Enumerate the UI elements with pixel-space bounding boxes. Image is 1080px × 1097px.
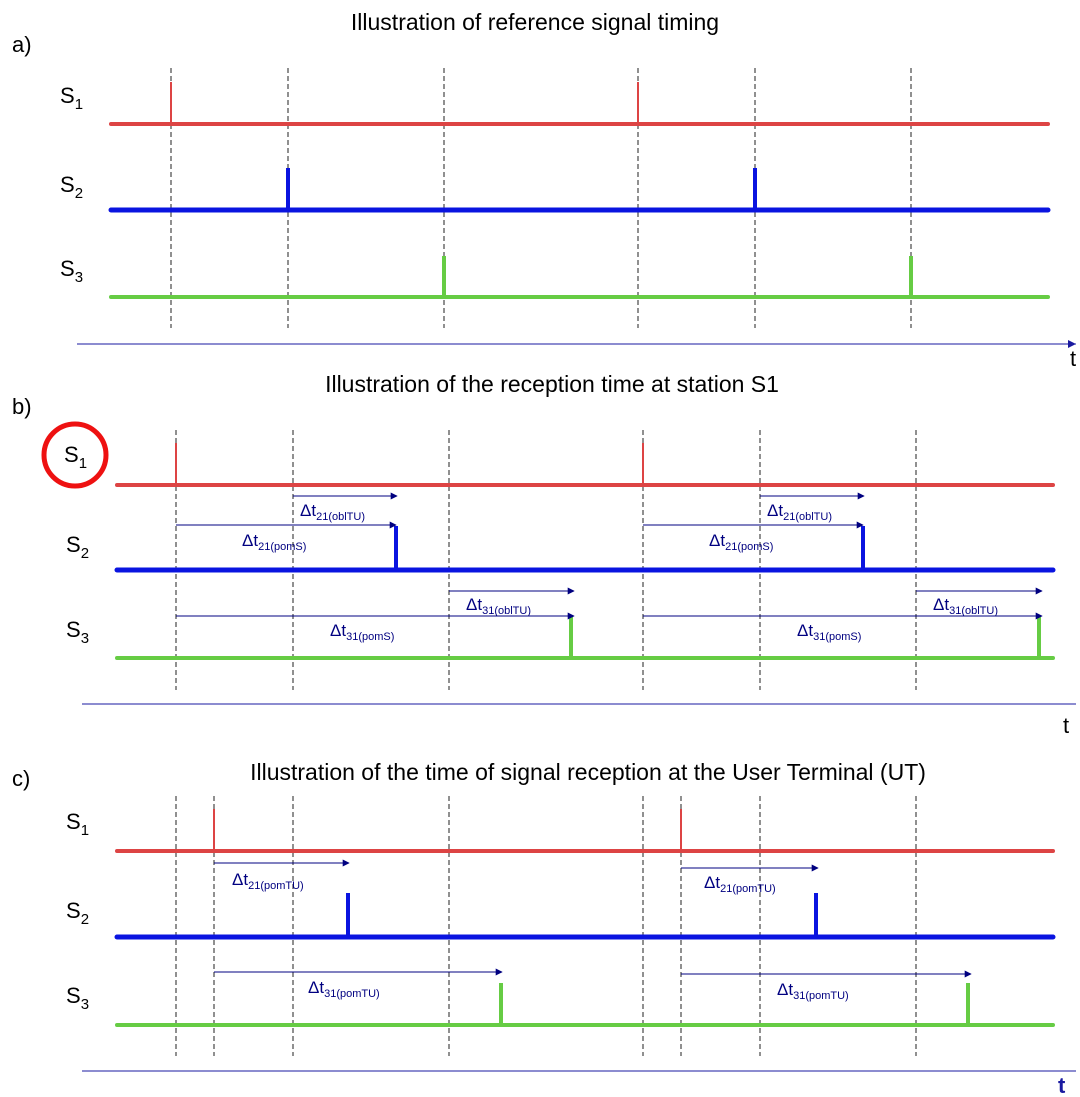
delay-label: Δt21(oblTU) xyxy=(300,501,365,523)
label-sub: 1 xyxy=(81,822,89,839)
label-sub: 1 xyxy=(75,96,83,113)
panel-a-letter: a) xyxy=(12,32,32,57)
panel-a: Illustration of reference signal timing … xyxy=(12,9,1076,371)
panel-c: Illustration of the time of signal recep… xyxy=(12,759,1076,1097)
delay-label-base: Δt xyxy=(933,595,949,614)
delay-label: Δt21(oblTU) xyxy=(767,501,832,523)
delay-label: Δt31(pomS) xyxy=(797,621,861,643)
panel-c-letter: c) xyxy=(12,766,30,791)
label-base: S xyxy=(66,532,81,557)
time-axis-label: t xyxy=(1070,346,1076,371)
panel-a-dashed-markers xyxy=(170,68,912,328)
delay-label-base: Δt xyxy=(704,873,720,892)
panel-c-s2-label: S2 xyxy=(66,898,89,928)
label-base: S xyxy=(66,809,81,834)
label-base: S xyxy=(66,983,81,1008)
delay-label: Δt31(pomTU) xyxy=(777,980,849,1002)
panel-b: Illustration of the reception time at st… xyxy=(12,371,1076,738)
delay-label-base: Δt xyxy=(330,621,346,640)
delay-label-sub: 31(pomS) xyxy=(346,631,394,643)
panel-c-title: Illustration of the time of signal recep… xyxy=(250,759,926,785)
label-base: S xyxy=(66,898,81,923)
panel-b-delay-arrows xyxy=(176,492,1043,620)
delay-label: Δt21(pomS) xyxy=(709,531,773,553)
panel-a-s2-label: S2 xyxy=(60,172,83,202)
label-sub: 3 xyxy=(81,996,89,1013)
panel-b-dashed-markers xyxy=(175,430,917,690)
delay-label-sub: 21(pomS) xyxy=(725,541,773,553)
delay-label: Δt21(pomTU) xyxy=(704,873,776,895)
delay-label-sub: 31(oblTU) xyxy=(949,605,998,617)
delay-label-base: Δt xyxy=(767,501,783,520)
highlight-circle xyxy=(41,421,109,489)
delay-label-base: Δt xyxy=(777,980,793,999)
delay-label: Δt31(oblTU) xyxy=(466,595,531,617)
delay-label-base: Δt xyxy=(466,595,482,614)
delay-label-base: Δt xyxy=(242,531,258,550)
delay-label-base: Δt xyxy=(300,501,316,520)
label-base: S xyxy=(60,83,75,108)
label-base: S xyxy=(60,172,75,197)
panel-b-s2-label: S2 xyxy=(66,532,89,562)
delay-label-sub: 21(pomTU) xyxy=(248,880,304,892)
label-sub: 3 xyxy=(75,269,83,286)
label-base: S xyxy=(64,442,79,467)
delay-label-base: Δt xyxy=(232,870,248,889)
time-axis-arrow xyxy=(1068,340,1076,348)
panel-c-s1-label: S1 xyxy=(66,809,89,839)
label-sub: 2 xyxy=(81,911,89,928)
time-axis-label: t xyxy=(1058,1073,1066,1097)
delay-label: Δt31(pomS) xyxy=(330,621,394,643)
delay-label: Δt31(oblTU) xyxy=(933,595,998,617)
delay-label-sub: 21(pomTU) xyxy=(720,883,776,895)
delay-label-sub: 31(pomTU) xyxy=(324,988,380,1000)
label-base: S xyxy=(60,256,75,281)
delay-label-sub: 21(oblTU) xyxy=(783,511,832,523)
label-sub: 2 xyxy=(81,545,89,562)
panel-b-letter: b) xyxy=(12,394,32,419)
panel-a-title: Illustration of reference signal timing xyxy=(351,9,719,35)
delay-label-base: Δt xyxy=(797,621,813,640)
label-base: S xyxy=(66,617,81,642)
panel-c-s3-label: S3 xyxy=(66,983,89,1013)
panel-a-s3-label: S3 xyxy=(60,256,83,286)
delay-label-sub: 31(pomS) xyxy=(813,631,861,643)
delay-label: Δt21(pomS) xyxy=(242,531,306,553)
delay-label-sub: 31(pomTU) xyxy=(793,990,849,1002)
panel-a-s1-label: S1 xyxy=(60,83,83,113)
label-sub: 2 xyxy=(75,185,83,202)
delay-label-sub: 21(oblTU) xyxy=(316,511,365,523)
panel-c-delay-arrows xyxy=(214,859,972,978)
panel-b-s1-label: S1 xyxy=(64,442,87,472)
panel-b-s3-label: S3 xyxy=(66,617,89,647)
delay-label-base: Δt xyxy=(709,531,725,550)
label-sub: 3 xyxy=(81,630,89,647)
panel-c-dashed-markers xyxy=(175,796,917,1056)
delay-label: Δt21(pomTU) xyxy=(232,870,304,892)
delay-label: Δt31(pomTU) xyxy=(308,978,380,1000)
label-sub: 1 xyxy=(79,455,87,472)
delay-label-sub: 31(oblTU) xyxy=(482,605,531,617)
delay-label-sub: 21(pomS) xyxy=(258,541,306,553)
delay-label-base: Δt xyxy=(308,978,324,997)
panel-b-title: Illustration of the reception time at st… xyxy=(325,371,779,397)
time-axis-label: t xyxy=(1063,713,1069,738)
